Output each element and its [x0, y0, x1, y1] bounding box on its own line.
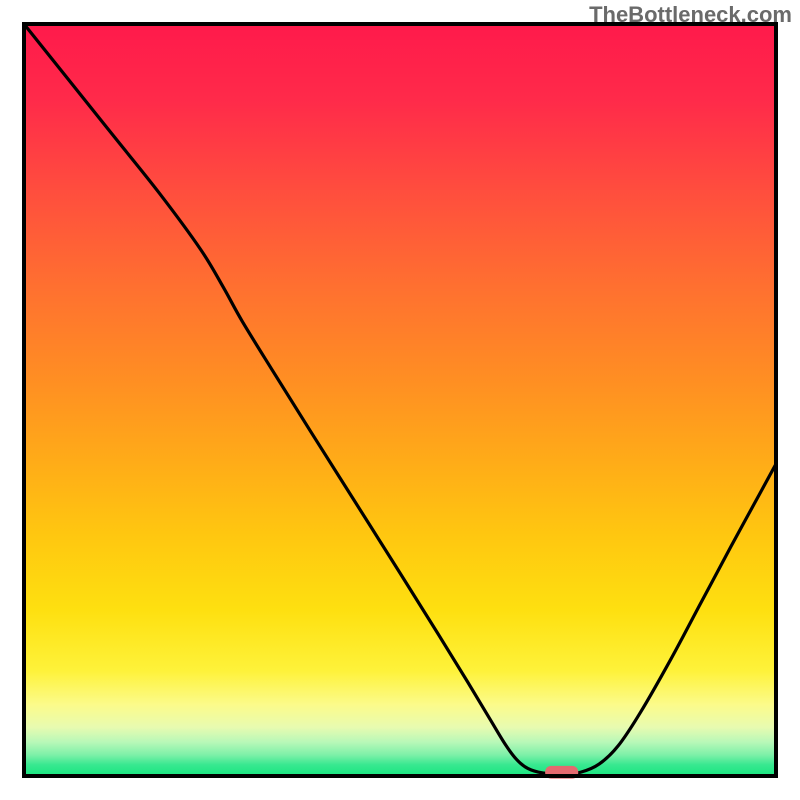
chart-container: TheBottleneck.com [0, 0, 800, 800]
bottleneck-curve-chart [0, 0, 800, 800]
watermark-text: TheBottleneck.com [589, 2, 792, 28]
plot-background [24, 24, 776, 776]
